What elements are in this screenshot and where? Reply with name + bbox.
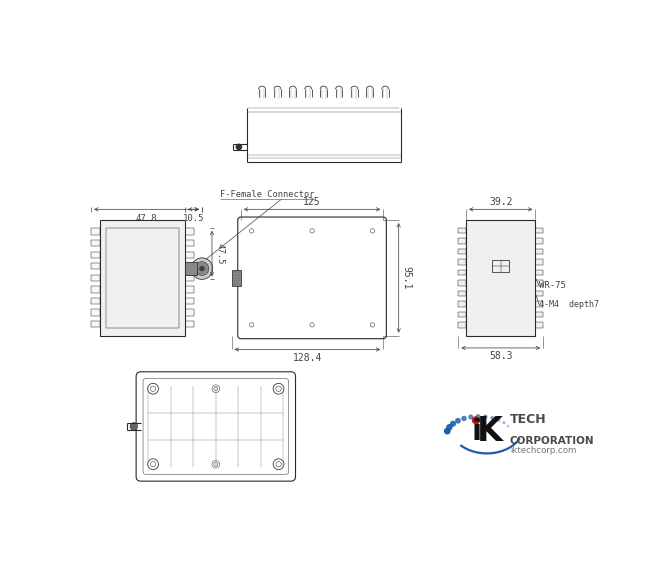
Bar	[535, 249, 543, 255]
Bar	[91, 310, 101, 315]
Circle shape	[462, 416, 466, 420]
Circle shape	[469, 415, 473, 419]
Circle shape	[503, 422, 505, 424]
Circle shape	[507, 425, 509, 427]
Circle shape	[212, 461, 220, 468]
Bar	[458, 249, 466, 255]
Bar	[185, 229, 194, 235]
Bar	[91, 229, 101, 235]
Bar	[458, 312, 466, 318]
FancyBboxPatch shape	[136, 372, 296, 481]
Bar	[91, 286, 101, 293]
Circle shape	[484, 415, 487, 418]
Text: 39.2: 39.2	[489, 197, 512, 207]
Bar	[185, 262, 196, 275]
Circle shape	[456, 419, 460, 423]
Bar	[458, 291, 466, 297]
Text: 125: 125	[303, 197, 321, 207]
Bar	[91, 252, 101, 258]
Bar	[91, 321, 101, 327]
Bar	[458, 270, 466, 276]
Bar	[185, 298, 194, 304]
Text: WR-75: WR-75	[539, 281, 566, 290]
Text: 10.5: 10.5	[182, 214, 204, 223]
Circle shape	[273, 384, 284, 394]
Bar	[535, 259, 543, 265]
Text: F-Female Connector: F-Female Connector	[220, 190, 314, 199]
Bar	[535, 322, 543, 328]
Circle shape	[148, 459, 159, 469]
Bar	[91, 240, 101, 247]
Text: 4-M4  depth7: 4-M4 depth7	[539, 300, 599, 310]
Bar	[535, 238, 543, 244]
Circle shape	[491, 417, 494, 419]
Bar	[232, 270, 241, 286]
Circle shape	[498, 419, 500, 421]
Bar	[91, 263, 101, 269]
Bar	[101, 220, 185, 336]
Bar	[458, 280, 466, 286]
Circle shape	[445, 429, 450, 434]
Text: iktechcorp.com: iktechcorp.com	[510, 446, 576, 455]
Text: 58.3: 58.3	[489, 351, 512, 361]
Circle shape	[473, 417, 480, 424]
Circle shape	[130, 423, 138, 430]
Bar	[185, 321, 194, 327]
Text: 128.4: 128.4	[293, 353, 322, 363]
Circle shape	[191, 258, 212, 279]
Text: i: i	[471, 418, 481, 446]
Bar	[458, 322, 466, 328]
Bar	[458, 301, 466, 307]
Bar	[458, 259, 466, 265]
Bar	[185, 252, 194, 258]
Bar	[185, 310, 194, 315]
Circle shape	[451, 422, 456, 426]
Bar	[466, 220, 535, 336]
Bar	[535, 301, 543, 307]
Circle shape	[447, 424, 452, 430]
Bar	[107, 228, 179, 328]
Text: K: K	[477, 415, 503, 448]
Bar	[185, 286, 194, 293]
FancyBboxPatch shape	[238, 217, 386, 339]
Bar	[535, 228, 543, 234]
Circle shape	[476, 242, 525, 291]
Text: TECH: TECH	[510, 413, 547, 427]
Text: 47.5: 47.5	[215, 243, 224, 264]
Bar	[458, 228, 466, 234]
Circle shape	[476, 415, 480, 418]
Circle shape	[273, 459, 284, 469]
Bar	[91, 298, 101, 304]
Circle shape	[236, 144, 242, 150]
Circle shape	[195, 262, 209, 276]
Bar	[492, 260, 509, 272]
Bar	[535, 280, 543, 286]
Bar	[535, 270, 543, 276]
Circle shape	[148, 384, 159, 394]
Bar	[185, 275, 194, 281]
Text: 95.1: 95.1	[401, 266, 411, 290]
Bar	[185, 240, 194, 247]
Bar	[458, 238, 466, 244]
Text: CORPORATION: CORPORATION	[510, 436, 595, 446]
Text: 47.8: 47.8	[136, 214, 157, 223]
Circle shape	[212, 385, 220, 392]
Bar	[91, 275, 101, 281]
Circle shape	[200, 266, 204, 271]
Bar	[185, 263, 194, 269]
Bar	[535, 312, 543, 318]
Bar	[535, 291, 543, 297]
